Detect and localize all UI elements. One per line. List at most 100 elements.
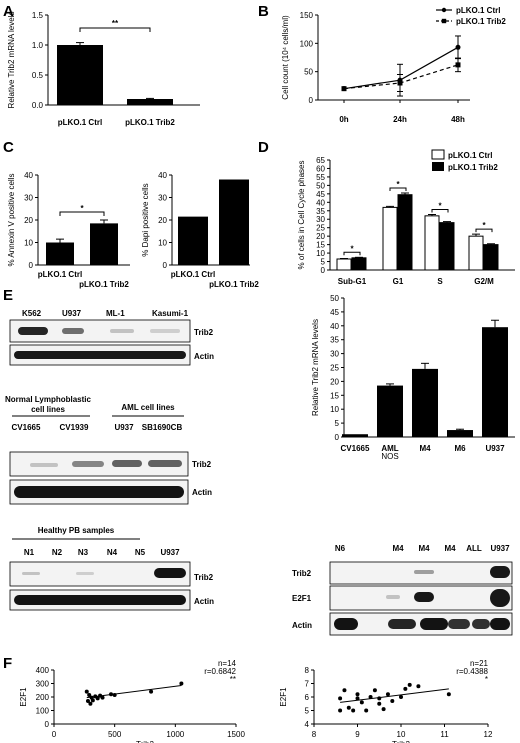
blot-band [18,327,48,335]
chart-c2-y-axis-label: % Dapi positive cells [141,183,150,256]
chart-e-ytick-label: 35 [330,336,339,345]
blot1-trib2-panel [9,319,191,343]
chart-a-bar [57,45,103,105]
chart-a-ytick-label: 0.5 [32,71,44,80]
chart-c1-bar [90,223,118,265]
blot1-lane-label: Kasumi-1 [152,309,189,318]
blot4-row-label: E2F1 [292,594,312,603]
chart-d-ytick-label: 50 [316,181,325,190]
chart-e-bar [482,327,508,437]
blot4-row-label: Actin [292,621,312,630]
blot4-trib2-panel [329,561,513,585]
blot-band [448,619,470,629]
chart-d-significance-bracket [389,187,407,191]
blot1-lane-label: U937 [62,309,82,318]
blot-band [14,486,184,498]
blot-band [14,351,186,359]
blot-band [62,328,84,334]
chart-b-ytick-label: 100 [300,39,314,48]
chart-b-legend-marker [441,18,447,24]
chart-f2-stat-label: n=21 [470,659,489,668]
chart-f2-xtick-label: 10 [397,730,406,739]
blot-band [420,618,448,630]
chart-f1-ytick-label: 100 [36,707,50,716]
blot3-group-label: Healthy PB samples [38,526,115,535]
chart-f1-y-axis-label: E2F1 [19,687,28,707]
chart-f1-x-axis-label: Trib2 [136,740,154,743]
chart-f1-xtick-label: 0 [52,730,57,739]
chart-f2-ytick-label: 5 [305,707,310,716]
chart-c1-ytick-label: 40 [24,171,33,180]
chart-d-significance-label: * [482,221,486,230]
chart-e-ytick-label: 40 [330,322,339,331]
chart-d-significance-label: * [438,201,442,210]
chart-b-y-axis-label: Cell count (10⁴ cells/ml) [281,15,290,100]
chart-f2-point [351,708,356,713]
chart-c1-y-axis-label: % Annexin V positive cells [7,174,16,267]
blot3-lane-label: N2 [52,548,63,557]
chart-e-y-axis-label: Relative Trib2 mRNA levels [311,319,320,416]
blot4-lane-label: U937 [490,544,510,553]
blot3-lane-label: N4 [107,548,118,557]
chart-d-legend-swatch [432,162,444,171]
chart-d-ytick-label: 30 [316,215,325,224]
blot3-lane-label: N3 [78,548,89,557]
blot2-lane-label: SB1690CB [142,423,183,432]
chart-f2-point [416,684,421,689]
blot-band [414,592,434,602]
chart-f2-point [364,708,369,713]
chart-f1-point [179,681,184,686]
blot1-row-label: Actin [194,352,214,361]
chart-b-point [455,62,461,68]
chart-b-ytick-label: 50 [304,68,313,77]
chart-f1-point [87,692,92,697]
chart-e-bar [412,368,438,437]
chart-e-bar [377,385,403,437]
blot-band [490,618,510,630]
chart-f2-ytick-label: 4 [305,720,310,729]
chart-b-point [455,44,461,50]
chart-f2-point [359,700,364,705]
chart-f2-point [372,688,377,693]
chart-e-category-label: CV1665 [341,444,370,453]
chart-e-ytick-label: 45 [330,308,339,317]
chart-d-significance-label: * [396,180,400,189]
blots-layer: K562 U937 ML-1 Kasumi-1 Trib2 Actin Normal Lym… [5,309,513,636]
chart-e-category-label: M4 [419,444,431,453]
chart-f1-xtick-label: 1500 [227,730,245,739]
blot2-lane-label: U937 [114,423,134,432]
chart-d-bar [336,258,352,271]
panel-letter-f: F [3,655,12,672]
blot-band [154,568,186,578]
chart-c1-category-label: pLKO.1 Ctrl [38,270,82,279]
chart-e-ytick-label: 30 [330,350,339,359]
blot1-lane-label: ML-1 [106,309,125,318]
chart-d-bar [483,244,499,271]
blot4-row-label: Trib2 [292,569,312,578]
blot2-group-label: Normal Lymphoblastic [5,395,91,404]
chart-e-category-label: M6 [454,444,466,453]
blot3-lane-label: N1 [24,548,35,557]
chart-c2-bar [178,216,208,265]
chart-e-ytick-label: 50 [330,294,339,303]
chart-f2-point [377,701,382,706]
chart-c2-ytick-label: 30 [158,194,167,203]
panel-letter-a: A [3,3,14,20]
chart-b-point [341,86,347,92]
chart-c2-category-label: pLKO.1 Trib2 [209,280,259,289]
chart-f1-point [84,689,89,694]
chart-a-ytick-label: 1.5 [32,11,44,20]
chart-d-category-label: Sub-G1 [338,277,367,286]
blot-band [334,618,358,630]
chart-c2-ytick-label: 40 [158,171,167,180]
chart-d-significance-bracket [431,208,449,213]
chart-f1-point [85,699,90,704]
blot2-row-label: Trib2 [192,460,212,469]
chart-d-legend-label: pLKO.1 Trib2 [448,163,498,172]
blot-band [76,572,94,575]
chart-f2-ytick-label: 7 [305,680,310,689]
chart-d-ytick-label: 45 [316,190,325,199]
chart-a-category-label: pLKO.1 Ctrl [58,118,102,127]
chart-d-y-axis-label: % of cells in Cell Cycle phases [297,161,306,270]
chart-d-bar [468,235,484,271]
